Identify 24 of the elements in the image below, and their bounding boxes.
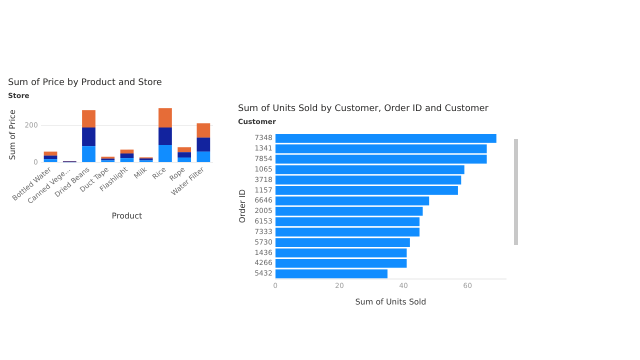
chart-title: Sum of Units Sold by Customer, Order ID and Customer <box>237 104 490 114</box>
x-axis-title: Product <box>112 211 142 220</box>
x-axis-title: Sum of Units Sold <box>355 297 426 306</box>
y-axis-title: Sum of Price <box>8 110 17 160</box>
bar <box>120 153 134 158</box>
bar <box>120 150 134 154</box>
bar <box>196 138 210 152</box>
bar <box>82 146 96 162</box>
bar <box>178 158 192 162</box>
bar <box>196 123 210 138</box>
bar <box>158 127 172 145</box>
bar <box>44 159 58 162</box>
bar <box>196 152 210 162</box>
bar <box>120 158 134 162</box>
bar <box>82 127 96 146</box>
y-axis-title: Order ID <box>238 189 247 223</box>
bar <box>44 156 58 160</box>
bar <box>82 110 96 128</box>
bar <box>178 147 192 152</box>
bar <box>158 108 172 128</box>
chart-title: Sum of Price by Product and Store <box>7 78 163 88</box>
bar <box>44 152 58 156</box>
bar <box>158 144 172 162</box>
bar <box>178 152 192 158</box>
